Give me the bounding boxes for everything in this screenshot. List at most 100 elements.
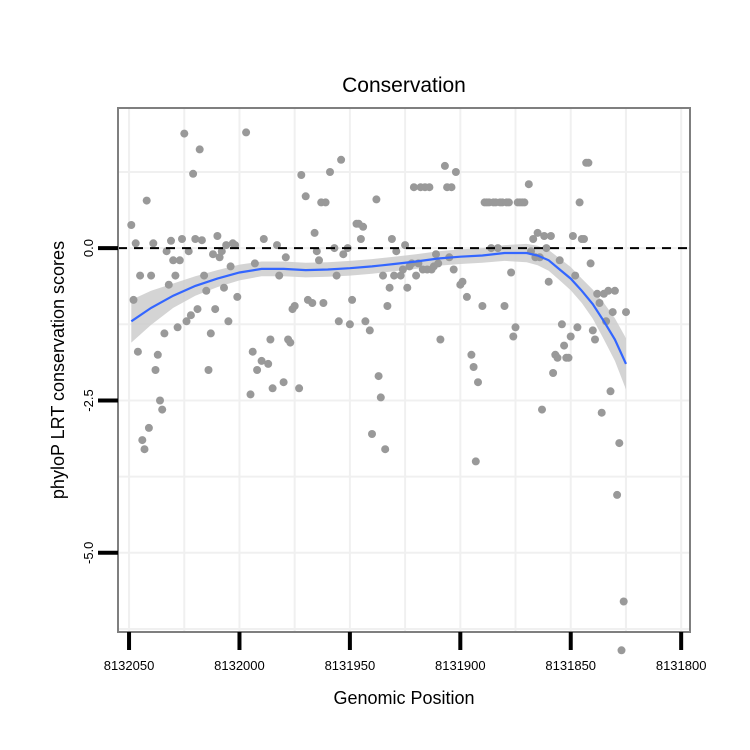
data-point xyxy=(546,232,555,240)
data-point xyxy=(162,247,171,256)
data-point xyxy=(440,161,449,170)
data-point xyxy=(542,244,551,253)
data-point xyxy=(175,256,184,265)
x-axis: 8132050 8132000 8131950 8131900 8131850 81318… xyxy=(104,632,706,673)
data-point xyxy=(191,235,200,243)
data-point xyxy=(615,439,624,448)
data-point xyxy=(242,128,251,137)
data-point xyxy=(275,271,284,280)
data-point xyxy=(398,265,407,274)
data-point xyxy=(434,259,443,268)
data-point xyxy=(215,253,224,262)
data-point xyxy=(169,256,178,265)
data-point xyxy=(361,317,370,326)
data-point xyxy=(257,356,266,365)
data-point xyxy=(332,271,341,280)
data-point xyxy=(425,183,434,192)
data-point xyxy=(613,490,622,499)
data-point xyxy=(156,396,164,405)
x-tick-label: 8131850 xyxy=(545,658,596,673)
data-point xyxy=(593,289,602,298)
data-point xyxy=(432,250,440,259)
data-point xyxy=(253,366,262,374)
data-point xyxy=(591,335,599,344)
data-point xyxy=(608,308,617,317)
data-point xyxy=(462,292,471,301)
data-point xyxy=(451,168,460,176)
data-point xyxy=(500,302,509,310)
data-point xyxy=(478,302,487,310)
data-point xyxy=(622,308,630,317)
data-point xyxy=(507,268,516,277)
data-point xyxy=(571,271,580,280)
data-point xyxy=(458,277,467,286)
data-point xyxy=(231,241,240,250)
data-point xyxy=(147,271,156,280)
data-point xyxy=(575,198,584,207)
data-point xyxy=(319,299,328,307)
data-point xyxy=(144,423,153,432)
data-point xyxy=(138,436,147,445)
data-point xyxy=(345,320,354,329)
data-point xyxy=(213,232,222,240)
x-tick-label: 8132000 xyxy=(214,658,265,673)
data-point xyxy=(588,326,597,335)
data-point xyxy=(538,405,546,414)
data-point xyxy=(544,277,553,286)
data-point xyxy=(279,378,288,387)
data-point xyxy=(197,236,206,245)
data-point xyxy=(469,363,478,371)
data-point xyxy=(308,299,317,307)
data-point xyxy=(149,239,158,248)
data-point xyxy=(200,271,209,280)
data-point xyxy=(195,145,204,154)
data-point xyxy=(158,405,167,414)
data-point xyxy=(396,271,405,280)
data-point xyxy=(436,335,445,344)
data-point xyxy=(549,369,558,377)
data-point xyxy=(524,180,533,189)
data-point xyxy=(321,198,330,207)
data-point xyxy=(140,445,149,454)
data-point xyxy=(266,335,275,344)
data-point xyxy=(268,384,277,393)
data-point xyxy=(211,305,220,314)
data-point xyxy=(246,390,255,399)
y-axis-title: phyloP LRT conservation scores xyxy=(48,241,68,499)
data-point xyxy=(540,232,549,240)
data-point xyxy=(604,286,613,295)
data-point xyxy=(381,445,390,454)
data-point xyxy=(334,317,343,326)
data-point xyxy=(193,305,202,314)
data-point xyxy=(368,430,376,438)
data-point xyxy=(248,347,257,356)
data-point xyxy=(403,283,412,292)
y-axis: 0.0 -2.5 -5.0 xyxy=(81,239,118,564)
data-point xyxy=(372,195,381,204)
data-point xyxy=(222,241,231,250)
data-point xyxy=(226,262,235,271)
data-point xyxy=(617,646,626,655)
data-point xyxy=(127,221,136,229)
x-tick-label: 8131950 xyxy=(325,658,376,673)
y-tick-label: -2.5 xyxy=(81,389,96,411)
data-point xyxy=(153,350,162,359)
data-point xyxy=(595,299,604,307)
data-point xyxy=(217,247,226,256)
data-point xyxy=(520,198,529,207)
data-point xyxy=(401,241,410,250)
smooth-line xyxy=(130,251,628,365)
data-point xyxy=(233,292,242,301)
data-point xyxy=(586,259,595,268)
data-point xyxy=(348,295,357,304)
data-point xyxy=(412,271,421,280)
data-point xyxy=(471,457,480,466)
data-point xyxy=(374,372,383,381)
data-point xyxy=(171,271,180,280)
data-point xyxy=(533,228,542,237)
data-point xyxy=(281,253,290,262)
data-point xyxy=(379,271,387,280)
data-point xyxy=(312,247,321,256)
plot-border xyxy=(117,107,691,633)
